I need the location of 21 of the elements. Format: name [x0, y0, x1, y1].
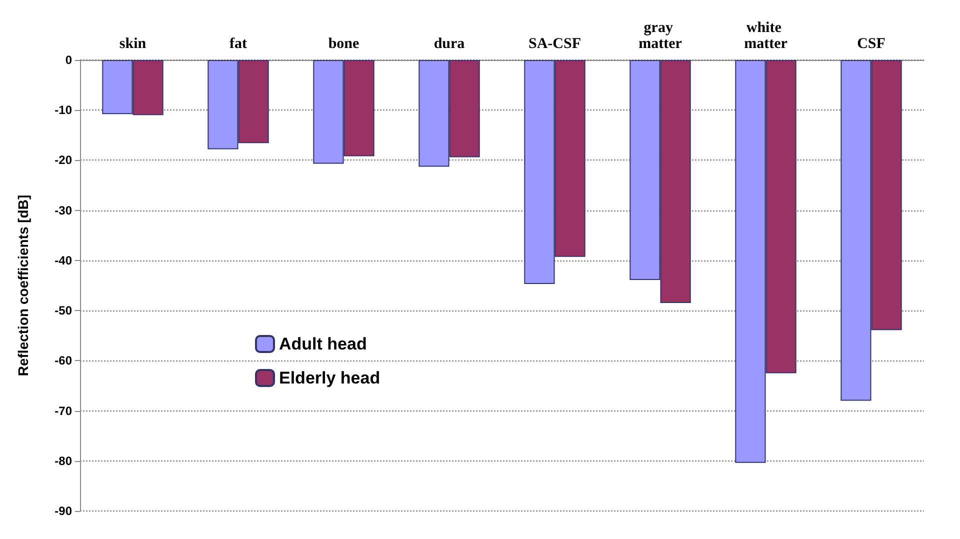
y-tick-label: -40	[54, 253, 72, 268]
x-tick-label: CSF	[857, 36, 886, 52]
x-tick-label: fat	[230, 36, 247, 52]
y-tick-label: 0	[65, 53, 72, 67]
x-tick-label: skin	[119, 36, 147, 52]
y-tick-label: -30	[54, 203, 72, 218]
y-tick-label: -50	[54, 304, 72, 318]
x-tick-label: dura	[434, 36, 466, 52]
y-tick-label: -60	[54, 354, 72, 368]
y-tick-label: -90	[54, 504, 72, 518]
legend-label: Adult head	[279, 334, 367, 354]
y-axis-title: Reflection coefficients [dB]	[15, 194, 31, 376]
y-tick-label: -20	[54, 153, 72, 168]
x-tick-label: white matter	[744, 20, 788, 52]
y-tick-label: -70	[54, 404, 72, 418]
x-tick-label: SA-CSF	[528, 36, 582, 52]
y-tick-label: -80	[54, 454, 72, 468]
y-tick-label: -10	[54, 103, 72, 118]
x-tick-label: bone	[328, 36, 360, 52]
legend-label: Elderly head	[279, 368, 380, 388]
x-tick-label: gray matter	[638, 20, 682, 52]
